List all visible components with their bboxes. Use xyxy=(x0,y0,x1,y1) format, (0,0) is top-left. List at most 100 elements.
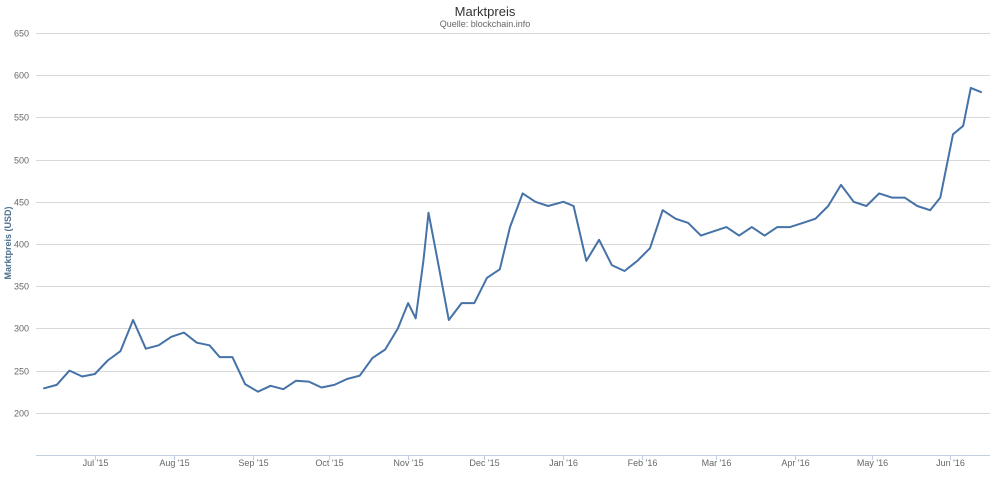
data-point xyxy=(623,270,626,273)
data-point xyxy=(598,238,601,241)
x-tick-label: Mar '16 xyxy=(702,458,732,468)
data-point xyxy=(572,205,575,208)
x-tick-label: Sep '15 xyxy=(238,458,268,468)
data-point xyxy=(195,341,198,344)
x-tick-label: Jan '16 xyxy=(549,458,578,468)
x-tick-label: Dec '15 xyxy=(469,458,499,468)
data-point xyxy=(725,226,728,229)
data-point xyxy=(231,356,234,359)
data-point xyxy=(422,259,425,262)
y-tick-label: 300 xyxy=(14,324,29,334)
y-tick-label: 200 xyxy=(14,409,29,419)
data-point xyxy=(307,380,310,383)
data-point xyxy=(929,209,932,212)
data-point xyxy=(827,205,830,208)
data-point xyxy=(282,388,285,391)
data-point xyxy=(738,234,741,237)
data-point xyxy=(980,91,983,94)
y-tick-label: 600 xyxy=(14,71,29,81)
data-point xyxy=(346,378,349,381)
data-point xyxy=(814,217,817,220)
y-tick-label: 650 xyxy=(14,29,29,39)
data-point xyxy=(43,387,46,390)
chart-subtitle: Quelle: blockchain.info xyxy=(440,19,531,29)
data-point xyxy=(498,268,501,271)
data-point xyxy=(801,221,804,224)
data-point xyxy=(269,384,272,387)
data-point xyxy=(661,209,664,212)
data-point xyxy=(396,327,399,330)
data-point xyxy=(486,276,489,279)
data-point xyxy=(447,319,450,322)
data-point xyxy=(435,251,438,254)
y-tick-label: 350 xyxy=(14,282,29,292)
data-point xyxy=(750,226,753,229)
data-point xyxy=(687,221,690,224)
y-tick-label: 550 xyxy=(14,113,29,123)
y-tick-label: 500 xyxy=(14,156,29,166)
data-point xyxy=(218,356,221,359)
data-point xyxy=(244,383,247,386)
data-point xyxy=(534,200,537,203)
data-point xyxy=(852,200,855,203)
data-point xyxy=(712,230,715,233)
data-point xyxy=(68,369,71,372)
data-point xyxy=(295,379,298,382)
data-point xyxy=(333,383,336,386)
data-point xyxy=(916,205,919,208)
y-tick-label: 450 xyxy=(14,198,29,208)
data-point xyxy=(969,86,972,89)
data-point xyxy=(106,359,109,362)
data-point xyxy=(427,211,430,214)
data-point xyxy=(371,356,374,359)
data-point xyxy=(939,196,942,199)
data-point xyxy=(183,331,186,334)
data-point xyxy=(521,192,524,195)
data-point xyxy=(93,373,96,376)
data-point xyxy=(320,386,323,389)
data-point xyxy=(636,259,639,262)
y-tick-label: 250 xyxy=(14,367,29,377)
data-point xyxy=(547,205,550,208)
x-tick-label: Aug '15 xyxy=(159,458,189,468)
data-point xyxy=(170,335,173,338)
data-point xyxy=(55,383,58,386)
data-point xyxy=(358,374,361,377)
data-point xyxy=(674,217,677,220)
data-point xyxy=(890,196,893,199)
data-point xyxy=(776,226,779,229)
data-point xyxy=(157,344,160,347)
data-point xyxy=(789,226,792,229)
data-point xyxy=(699,234,702,237)
data-point xyxy=(407,302,410,305)
data-point xyxy=(460,302,463,305)
x-tick-label: Jun '16 xyxy=(936,458,965,468)
x-tick-label: Jul '15 xyxy=(83,458,109,468)
data-point xyxy=(562,200,565,203)
data-point xyxy=(610,264,613,267)
y-tick-label: 400 xyxy=(14,240,29,250)
data-point xyxy=(903,196,906,199)
grid-lines xyxy=(36,33,990,414)
data-point xyxy=(840,183,843,186)
data-point xyxy=(962,124,965,127)
x-tick-labels: Jul '15 Aug '15 Sep '15 Oct '15 Nov '15 Dec '… xyxy=(36,455,990,468)
chart-title: Marktpreis xyxy=(455,4,516,19)
x-tick-label: Feb '16 xyxy=(628,458,658,468)
x-tick-label: Apr '16 xyxy=(781,458,809,468)
data-point xyxy=(81,375,84,378)
data-point xyxy=(878,192,881,195)
data-point xyxy=(384,348,387,351)
data-point xyxy=(763,234,766,237)
x-tick-label: Oct '15 xyxy=(315,458,343,468)
data-point xyxy=(952,133,955,136)
series-layer xyxy=(43,86,983,393)
data-point xyxy=(144,347,147,350)
data-point xyxy=(414,317,417,320)
y-axis-label: Marktpreis (USD) xyxy=(3,206,13,279)
data-point xyxy=(649,247,652,250)
price-series-line xyxy=(43,86,982,393)
data-point xyxy=(132,319,135,322)
x-tick-label: Nov '15 xyxy=(393,458,423,468)
